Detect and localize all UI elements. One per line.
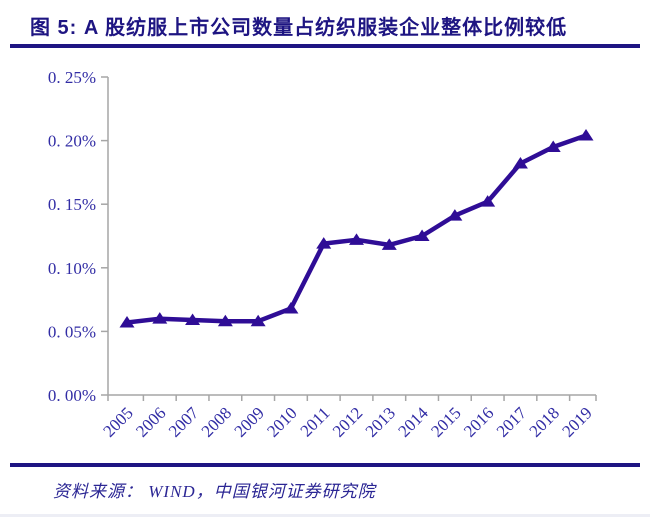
data-point-2011 [316, 237, 332, 249]
x-axis-tick-label: 2015 [427, 403, 464, 440]
y-axis-tick-label: 0. 25% [48, 68, 96, 87]
title-underline-rule [10, 44, 640, 48]
x-axis-tick-label: 2009 [230, 403, 267, 440]
data-point-2014 [414, 229, 430, 241]
data-point-2016 [480, 195, 496, 207]
page-edge-strip [0, 514, 650, 517]
x-axis-tick-label: 2012 [329, 403, 366, 440]
x-axis-tick-label: 2018 [526, 403, 563, 440]
x-axis-tick-label: 2014 [394, 403, 432, 441]
x-axis-tick-label: 2013 [362, 403, 399, 440]
x-axis-tick-label: 2011 [297, 403, 334, 440]
data-point-2017 [512, 156, 528, 169]
footer-rule [10, 463, 640, 467]
data-point-2010 [283, 302, 299, 314]
data-point-2009 [250, 314, 266, 327]
data-point-2018 [545, 140, 561, 152]
data-point-2012 [349, 233, 365, 245]
data-point-2005 [119, 315, 135, 328]
data-point-2019 [578, 129, 594, 141]
data-point-2006 [152, 312, 168, 324]
x-axis-tick-label: 2007 [165, 403, 203, 441]
x-axis-tick-label: 2019 [558, 403, 595, 440]
data-point-2015 [447, 209, 463, 221]
x-axis-tick-label: 2006 [132, 403, 169, 440]
source-attribution: 资料来源： WIND，中国银河证券研究院 [53, 482, 376, 501]
data-point-2013 [381, 238, 397, 250]
x-axis-tick-label: 2005 [99, 403, 136, 440]
y-axis-tick-label: 0. 05% [48, 322, 96, 341]
x-axis-tick-label: 2017 [493, 403, 531, 441]
x-axis-tick-label: 2016 [460, 403, 497, 440]
chart-area: 0. 00% 0. 05% 0. 10% 0. 15% 0. 20% 0. 25% 2005… [0, 55, 650, 460]
y-axis-tick-label: 0. 15% [48, 195, 96, 214]
x-axis-tick-label: 2010 [263, 403, 300, 440]
y-axis-tick-label: 0. 20% [48, 132, 96, 151]
y-axis-tick-label: 0. 10% [48, 259, 96, 278]
data-point-2007 [185, 313, 201, 325]
line-chart: 0. 00% 0. 05% 0. 10% 0. 15% 0. 20% 0. 25% 2005… [48, 68, 597, 441]
figure-title: 图 5: A 股纺服上市公司数量占纺织服装企业整体比例较低 [30, 17, 568, 39]
x-axis-tick-label: 2008 [198, 403, 235, 440]
y-axis-tick-label: 0. 00% [48, 386, 96, 405]
data-point-2008 [217, 314, 233, 327]
